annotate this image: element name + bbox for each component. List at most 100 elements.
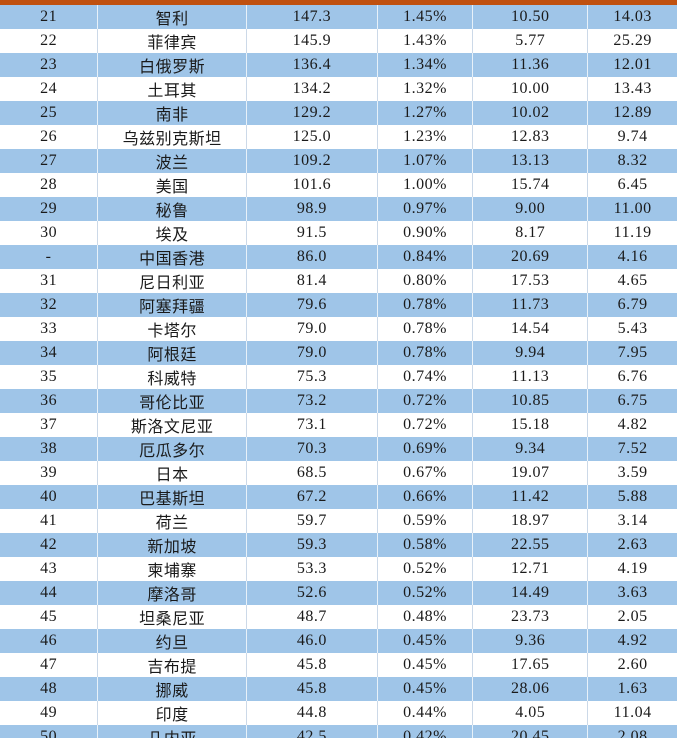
- value-cell: 44.8: [247, 701, 378, 725]
- table-row: 27 波兰 109.2 1.07% 13.13 8.32: [0, 149, 677, 173]
- country-cell: 几内亚: [98, 725, 248, 738]
- metric2-cell: 6.45: [617, 176, 648, 193]
- metric1-cell: 15.74: [473, 173, 589, 197]
- rank-cell: 41: [0, 509, 99, 533]
- metric2-cell: 2.08: [617, 728, 648, 738]
- metric1-cell: 20.45: [473, 725, 589, 738]
- country-cell: 挪威: [98, 677, 248, 701]
- share-cell: 0.45%: [378, 677, 474, 701]
- value-cell: 98.9: [247, 197, 378, 221]
- value-cell: 59.7: [247, 509, 378, 533]
- metric1-cell: 11.42: [473, 485, 589, 509]
- metric1-cell: 28.06: [473, 677, 589, 701]
- share-cell: 0.42%: [378, 725, 474, 738]
- rank-cell: 39: [0, 461, 99, 485]
- table-row: 32 阿塞拜疆 79.6 0.78% 11.73 6.79: [0, 293, 677, 317]
- country-cell: 菲律宾: [98, 29, 248, 53]
- rank-cell: 27: [0, 149, 99, 173]
- metric2-cell: 11.04: [613, 704, 652, 721]
- share-cell: 0.78%: [378, 341, 474, 365]
- table-row: 37 斯洛文尼亚 73.1 0.72% 15.18 4.82: [0, 413, 677, 437]
- value-cell: 68.5: [247, 461, 378, 485]
- metric2-cell: 3.59: [617, 464, 648, 481]
- share-cell: 0.74%: [378, 365, 474, 389]
- share-cell: 0.48%: [378, 605, 474, 629]
- country-cell: 美国: [98, 173, 248, 197]
- share-cell: 1.34%: [378, 53, 474, 77]
- country-cell: 南非: [98, 101, 248, 125]
- share-cell: 0.90%: [378, 221, 474, 245]
- share-cell: 0.80%: [378, 269, 474, 293]
- share-cell: 0.45%: [378, 653, 474, 677]
- table-row: 43 柬埔寨 53.3 0.52% 12.71 4.19: [0, 557, 677, 581]
- table-row: 23 白俄罗斯 136.4 1.34% 11.36 12.01: [0, 53, 677, 77]
- table-row: 50几内亚42.50.42%20.45 2.08: [0, 725, 677, 738]
- metric2-cell: 2.60: [617, 656, 648, 673]
- metric2-cell: 12.01: [613, 56, 652, 73]
- metric2-cell: 5.88: [617, 488, 648, 505]
- share-cell: 0.72%: [378, 389, 474, 413]
- rank-cell: 25: [0, 101, 99, 125]
- country-cell: 坦桑尼亚: [98, 605, 248, 629]
- table-row: 46 约旦 46.0 0.45% 9.36 4.92: [0, 629, 677, 653]
- metric1-cell: 9.34: [473, 437, 589, 461]
- table-row: - 中国香港 86.0 0.84% 20.69 4.16: [0, 245, 677, 269]
- metric1-cell: 11.13: [473, 365, 589, 389]
- metric1-cell: 12.71: [473, 557, 589, 581]
- table-row: 29 秘鲁 98.9 0.97% 9.00 11.00: [0, 197, 677, 221]
- table-row: 28 美国 101.6 1.00% 15.74 6.45: [0, 173, 677, 197]
- value-cell: 48.7: [247, 605, 378, 629]
- share-cell: 0.66%: [378, 485, 474, 509]
- value-cell: 134.2: [247, 77, 378, 101]
- table-row: 48 挪威 45.8 0.45% 28.06 1.63: [0, 677, 677, 701]
- share-cell: 0.52%: [378, 581, 474, 605]
- metric1-cell: 14.49: [473, 581, 589, 605]
- rank-cell: 47: [0, 653, 99, 677]
- rank-cell: 45: [0, 605, 99, 629]
- value-cell: 125.0: [247, 125, 378, 149]
- metric2-cell: 3.63: [617, 584, 648, 601]
- value-cell: 86.0: [247, 245, 378, 269]
- metric2-cell: 6.76: [617, 368, 648, 385]
- metric1-cell: 12.83: [473, 125, 589, 149]
- table-row: 38 厄瓜多尔 70.3 0.69% 9.34 7.52: [0, 437, 677, 461]
- value-cell: 75.3: [247, 365, 378, 389]
- rank-cell: 44: [0, 581, 99, 605]
- country-cell: 阿塞拜疆: [98, 293, 248, 317]
- share-cell: 1.27%: [378, 101, 474, 125]
- metric2-cell: 3.14: [617, 512, 648, 529]
- country-cell: 阿根廷: [98, 341, 248, 365]
- table-row: 25 南非 129.2 1.27% 10.02 12.89: [0, 101, 677, 125]
- rank-cell: 21: [0, 5, 99, 29]
- table-row: 44 摩洛哥 52.6 0.52% 14.49 3.63: [0, 581, 677, 605]
- metric2-cell: 7.52: [617, 440, 648, 457]
- share-cell: 0.78%: [378, 293, 474, 317]
- rank-cell: -: [0, 245, 99, 269]
- metric1-cell: 10.85: [473, 389, 589, 413]
- share-cell: 0.45%: [378, 629, 474, 653]
- share-cell: 0.67%: [378, 461, 474, 485]
- value-cell: 145.9: [247, 29, 378, 53]
- metric1-cell: 9.36: [473, 629, 589, 653]
- value-cell: 73.1: [247, 413, 378, 437]
- table-row: 24 土耳其 134.2 1.32% 10.00 13.43: [0, 77, 677, 101]
- share-cell: 0.52%: [378, 557, 474, 581]
- metric1-cell: 5.77: [473, 29, 589, 53]
- country-cell: 巴基斯坦: [98, 485, 248, 509]
- metric1-cell: 11.36: [473, 53, 589, 77]
- rank-cell: 30: [0, 221, 99, 245]
- metric2-cell: 12.89: [613, 104, 652, 121]
- rank-cell: 50: [0, 725, 99, 738]
- country-cell: 土耳其: [98, 77, 248, 101]
- table-row: 42 新加坡 59.3 0.58% 22.55 2.63: [0, 533, 677, 557]
- metric2-cell: 14.03: [613, 8, 652, 25]
- value-cell: 59.3: [247, 533, 378, 557]
- share-cell: 1.32%: [378, 77, 474, 101]
- value-cell: 53.3: [247, 557, 378, 581]
- share-cell: 0.69%: [378, 437, 474, 461]
- value-cell: 45.8: [247, 677, 378, 701]
- country-cell: 科威特: [98, 365, 248, 389]
- table-row: 31 尼日利亚 81.4 0.80% 17.53 4.65: [0, 269, 677, 293]
- table-row: 26 乌兹别克斯坦 125.0 1.23% 12.83 9.74: [0, 125, 677, 149]
